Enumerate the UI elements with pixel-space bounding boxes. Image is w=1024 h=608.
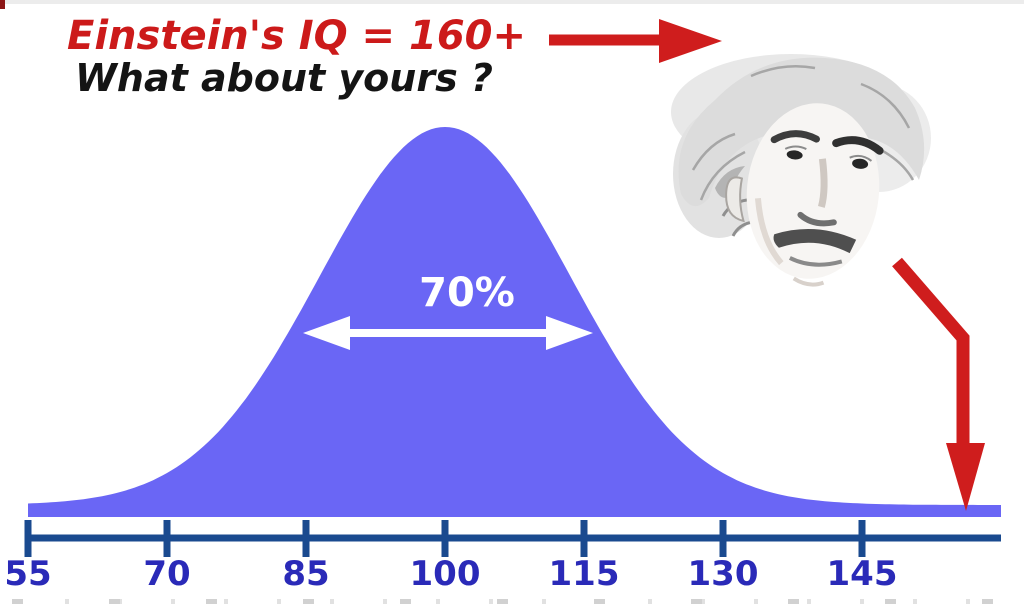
top-border [0, 0, 1024, 4]
einstein-mustache [773, 228, 857, 254]
top-left-red-mark [0, 0, 5, 9]
axis-ticks [24, 520, 866, 557]
range-arrow [303, 316, 593, 350]
percent-label: 70% [419, 270, 515, 316]
cutoff-text-fragment [12, 599, 1012, 604]
chart-subtitle: What about yours ? [75, 56, 493, 100]
chart-title: Einstein's IQ = 160+ [67, 13, 527, 59]
arrow-to-scale-end-icon [892, 257, 985, 511]
einstein-face [725, 103, 884, 287]
einstein-portrait [671, 54, 931, 287]
einstein-ear [725, 176, 745, 223]
arrow-to-einstein-icon [549, 19, 722, 63]
chart-header: Einstein's IQ = 160+ What about yours ? [67, 14, 526, 100]
bell-curve [28, 127, 1001, 517]
